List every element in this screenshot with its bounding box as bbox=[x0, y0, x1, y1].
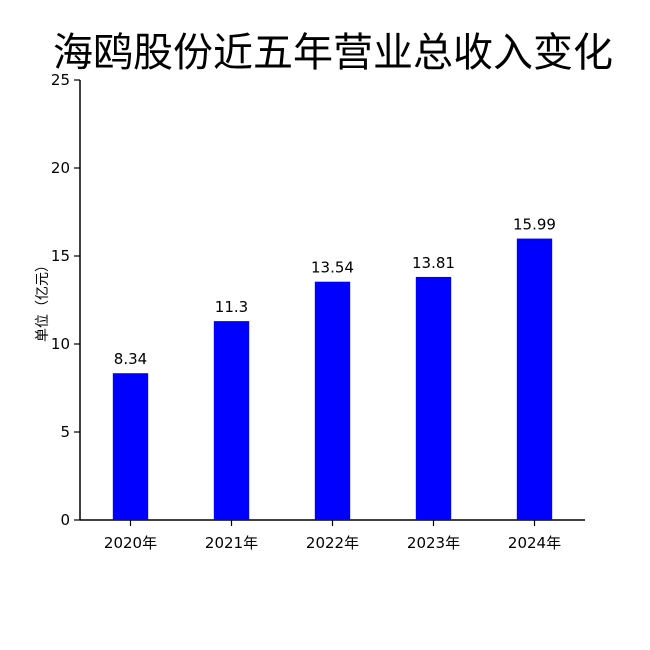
bar bbox=[213, 321, 250, 520]
bars bbox=[112, 238, 553, 521]
data-label: 8.34 bbox=[114, 350, 147, 368]
y-tick-label: 5 bbox=[60, 423, 70, 441]
y-tick-label: 20 bbox=[51, 159, 70, 177]
x-tick-label: 2020年 bbox=[104, 534, 157, 552]
x-axis: 2020年 2021年 2022年 2023年 2024年 bbox=[80, 519, 585, 552]
y-axis: 0 5 10 15 20 25 bbox=[51, 71, 81, 529]
y-tick-label: 0 bbox=[60, 511, 70, 529]
chart-title: 海鸥股份近五年营业总收入变化 bbox=[53, 30, 613, 76]
x-tick-label: 2023年 bbox=[407, 534, 460, 552]
y-tick-label: 10 bbox=[51, 335, 70, 353]
y-axis-label: 单位（亿元） bbox=[35, 258, 51, 342]
bar bbox=[112, 373, 149, 520]
bar bbox=[314, 281, 351, 520]
bar bbox=[516, 238, 553, 521]
y-tick-label: 25 bbox=[51, 71, 70, 89]
bar bbox=[415, 276, 452, 520]
x-tick-label: 2022年 bbox=[306, 534, 359, 552]
data-label: 13.54 bbox=[311, 259, 354, 277]
x-tick-label: 2021年 bbox=[205, 534, 258, 552]
data-label: 15.99 bbox=[513, 216, 556, 234]
data-labels: 8.34 11.3 13.54 13.81 15.99 bbox=[114, 216, 556, 369]
data-label: 13.81 bbox=[412, 254, 455, 272]
data-label: 11.3 bbox=[215, 298, 248, 316]
x-tick-label: 2024年 bbox=[508, 534, 561, 552]
y-tick-label: 15 bbox=[51, 247, 70, 265]
